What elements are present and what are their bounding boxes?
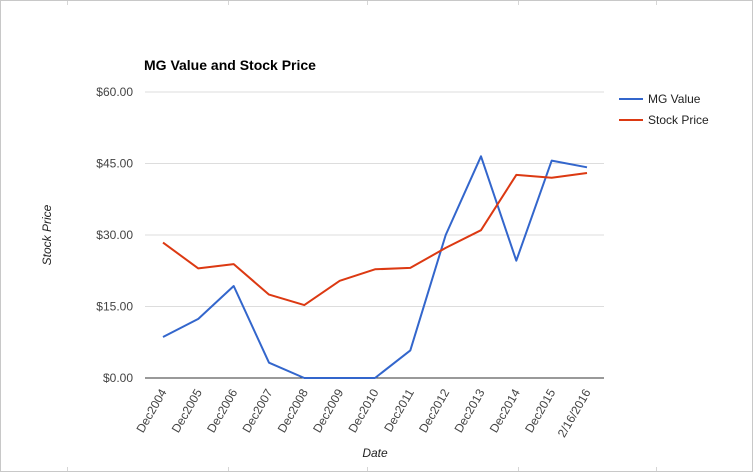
x-tick-label: Dec2014 (487, 386, 523, 435)
x-tick-label: 2/16/2016 (555, 386, 594, 440)
x-tick-label: Dec2007 (239, 386, 275, 435)
cell-mark (656, 1, 657, 5)
y-tick-label: $60.00 (96, 85, 133, 99)
cell-mark (228, 467, 229, 471)
legend-label: Stock Price (648, 113, 709, 127)
x-tick-label: Dec2010 (345, 386, 381, 435)
series-lines (162, 155, 588, 379)
y-tick-label: $30.00 (96, 228, 133, 242)
cell-mark (67, 1, 68, 5)
cell-mark (518, 1, 519, 5)
y-tick-label: $0.00 (103, 371, 133, 385)
y-tick-label: $15.00 (96, 300, 133, 314)
legend-label: MG Value (648, 92, 701, 106)
legend: MG Value Stock Price (619, 92, 709, 127)
gridlines (145, 91, 604, 307)
cell-mark (228, 1, 229, 5)
x-tick-label: Dec2015 (522, 386, 558, 435)
y-axis-ticks: $0.00 $15.00 $30.00 $45.00 $60.00 (96, 85, 133, 385)
y-axis-label: Stock Price (40, 204, 54, 265)
cell-mark (367, 467, 368, 471)
x-tick-label: Dec2004 (133, 386, 169, 435)
x-tick-label: Dec2009 (310, 386, 346, 435)
cell-mark (367, 1, 368, 5)
x-tick-label: Dec2013 (451, 386, 487, 435)
x-tick-label: Dec2006 (204, 386, 240, 435)
cell-mark (656, 467, 657, 471)
x-axis-ticks: Dec2004 Dec2005 Dec2006 Dec2007 Dec2008 Dec20… (133, 386, 593, 440)
x-axis-label: Date (362, 446, 388, 460)
cell-mark (518, 467, 519, 471)
y-tick-label: $45.00 (96, 157, 133, 171)
cell-mark (67, 467, 68, 471)
chart-title: MG Value and Stock Price (144, 57, 316, 73)
x-tick-label: Dec2005 (169, 386, 205, 435)
x-tick-label: Dec2008 (275, 386, 311, 435)
series-line-mg-value (162, 155, 588, 379)
x-tick-label: Dec2011 (381, 386, 417, 434)
x-tick-label: Dec2012 (416, 386, 452, 435)
series-line-stock-price (162, 172, 588, 307)
